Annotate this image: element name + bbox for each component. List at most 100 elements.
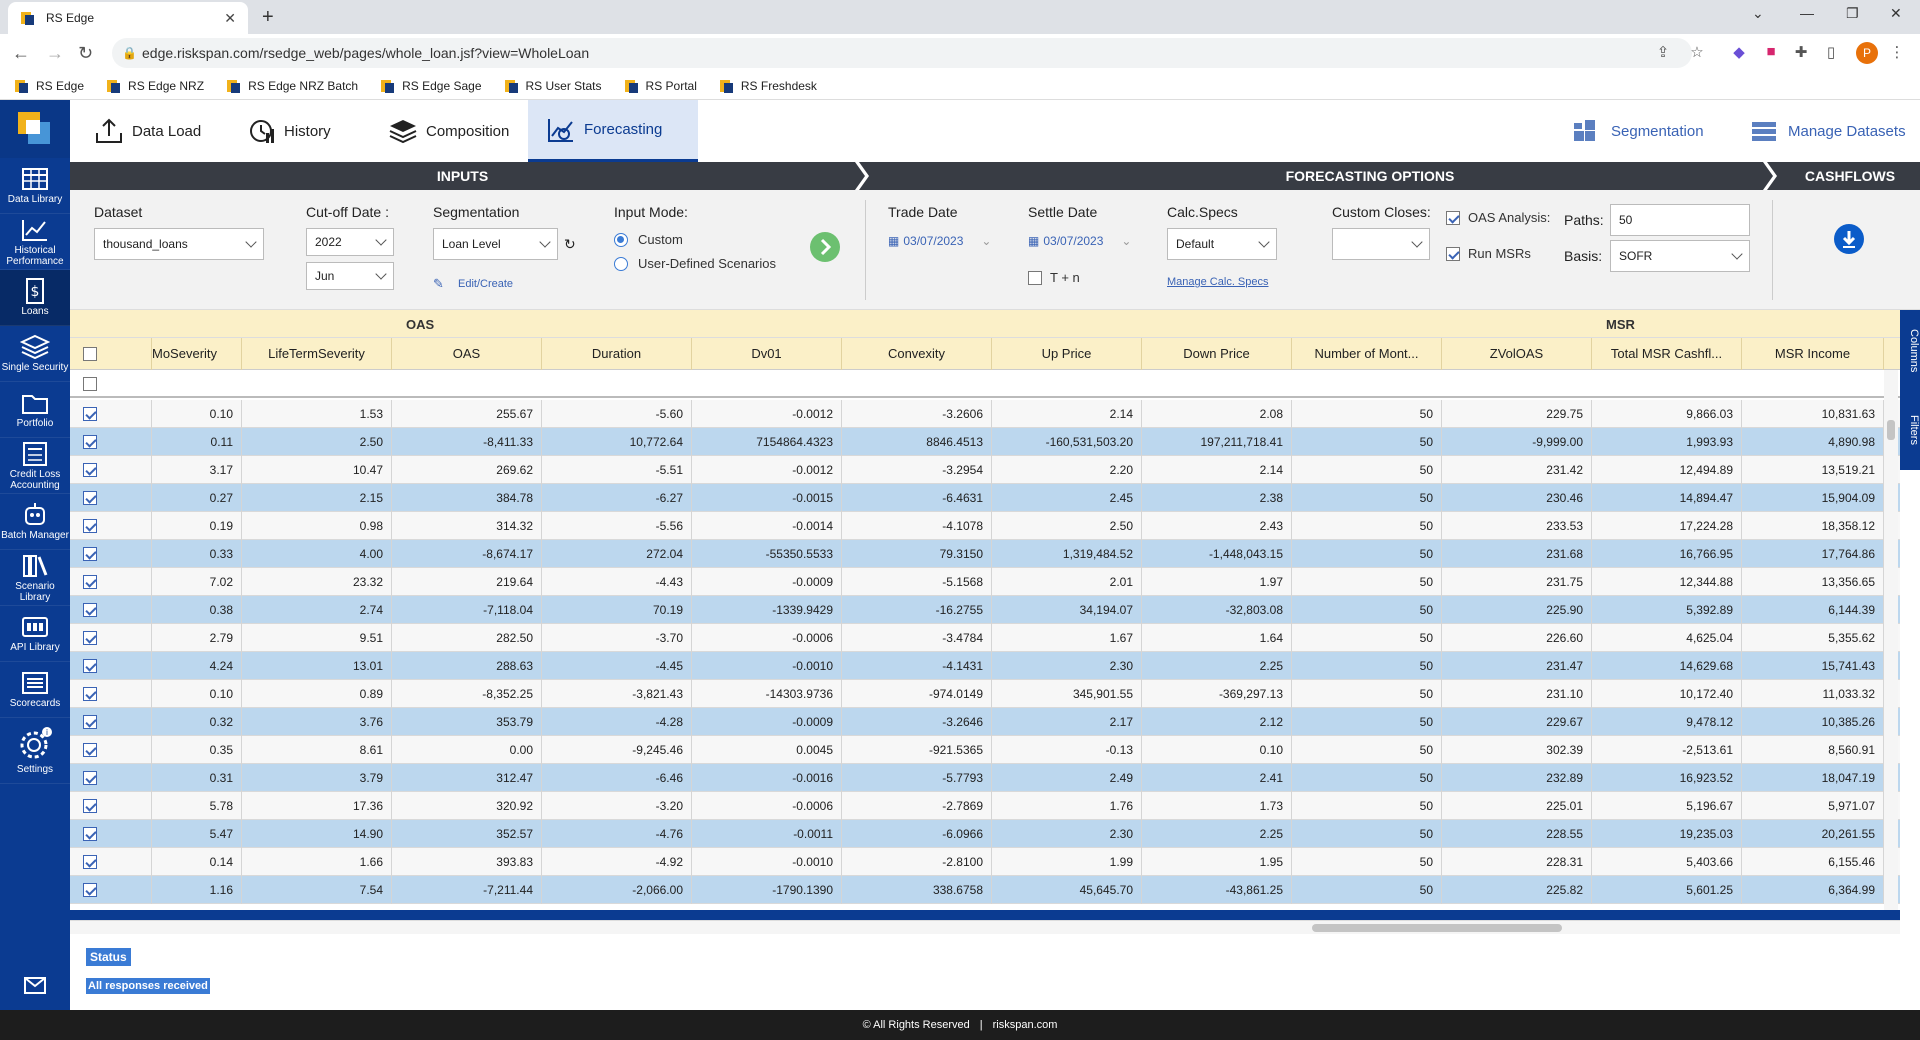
table-cell[interactable]: 10,172.40 xyxy=(1592,680,1742,708)
table-row[interactable]: 1.16 7.54 -7,211.44 -2,066.00 -1790.1390 338.… xyxy=(70,876,1900,904)
row-select-cell[interactable] xyxy=(70,764,152,792)
column-header[interactable]: Up Price xyxy=(992,338,1142,370)
table-cell[interactable]: 50 xyxy=(1292,876,1442,904)
table-cell[interactable]: 50 xyxy=(1292,736,1442,764)
table-cell[interactable]: 0.33 xyxy=(152,540,242,568)
radio-custom[interactable]: Custom xyxy=(614,232,683,247)
table-cell[interactable]: 231.47 xyxy=(1442,652,1592,680)
download-icon[interactable] xyxy=(1834,224,1864,254)
table-cell[interactable]: 272.04 xyxy=(542,540,692,568)
radio-user-defined-scenarios[interactable]: User-Defined Scenarios xyxy=(614,256,776,271)
table-cell[interactable]: 16,923.52 xyxy=(1592,764,1742,792)
tab-forecasting[interactable]: Forecasting xyxy=(528,100,698,162)
row-checkbox[interactable] xyxy=(83,855,97,869)
table-cell[interactable]: 16,766.95 xyxy=(1592,540,1742,568)
sidebar-item-single-security[interactable]: Single Security xyxy=(0,326,70,382)
column-header[interactable]: LifeTermSeverity xyxy=(242,338,392,370)
table-cell[interactable]: -8,674.17 xyxy=(392,540,542,568)
table-cell[interactable]: 225.01 xyxy=(1442,792,1592,820)
table-cell[interactable]: 0.35 xyxy=(152,736,242,764)
table-cell[interactable]: -4.28 xyxy=(542,708,692,736)
sidebar-item-settings[interactable]: i Settings xyxy=(0,718,70,784)
table-cell[interactable]: 6,144.39 xyxy=(1742,596,1884,624)
table-cell[interactable]: -43,861.25 xyxy=(1142,876,1292,904)
table-cell[interactable]: 1.99 xyxy=(992,848,1142,876)
table-cell[interactable]: -5.7793 xyxy=(842,764,992,792)
table-cell[interactable]: 50 xyxy=(1292,428,1442,456)
table-cell[interactable]: 8,560.91 xyxy=(1742,736,1884,764)
table-cell[interactable]: -0.0012 xyxy=(692,400,842,428)
table-cell[interactable]: 0.38 xyxy=(152,596,242,624)
table-cell[interactable]: -0.0011 xyxy=(692,820,842,848)
table-cell[interactable]: 11,033.32 xyxy=(1742,680,1884,708)
table-cell[interactable]: 15,741.43 xyxy=(1742,652,1884,680)
extension-shield-icon[interactable]: ◆ xyxy=(1733,44,1745,61)
table-cell[interactable]: 233.53 xyxy=(1442,512,1592,540)
table-cell[interactable]: 338.6758 xyxy=(842,876,992,904)
table-cell[interactable]: 312.47 xyxy=(392,764,542,792)
table-cell[interactable]: -5.56 xyxy=(542,512,692,540)
sidebar-item-scenario-library[interactable]: Scenario Library xyxy=(0,550,70,606)
table-cell[interactable]: -3.2646 xyxy=(842,708,992,736)
table-cell[interactable]: -0.0012 xyxy=(692,456,842,484)
table-cell[interactable]: 0.19 xyxy=(152,512,242,540)
table-cell[interactable]: 314.32 xyxy=(392,512,542,540)
table-cell[interactable]: -3.4784 xyxy=(842,624,992,652)
cutoff-year-select[interactable]: 2022 xyxy=(306,228,394,256)
table-cell[interactable]: 5,971.07 xyxy=(1742,792,1884,820)
table-cell[interactable]: 0.0045 xyxy=(692,736,842,764)
table-cell[interactable]: 1.53 xyxy=(242,400,392,428)
table-cell[interactable]: 5.47 xyxy=(152,820,242,848)
t-plus-n-checkbox[interactable]: T + n xyxy=(1028,270,1080,285)
table-cell[interactable]: 1.67 xyxy=(992,624,1142,652)
table-cell[interactable]: 2.30 xyxy=(992,820,1142,848)
sidebar-item-data-library[interactable]: Data Library xyxy=(0,158,70,214)
profile-avatar[interactable]: P xyxy=(1856,42,1878,64)
custom-closes-select[interactable] xyxy=(1332,228,1430,260)
table-cell[interactable]: 2.30 xyxy=(992,652,1142,680)
table-cell[interactable]: 228.55 xyxy=(1442,820,1592,848)
table-cell[interactable]: 8.61 xyxy=(242,736,392,764)
table-cell[interactable]: -0.13 xyxy=(992,736,1142,764)
table-cell[interactable]: 1,319,484.52 xyxy=(992,540,1142,568)
table-cell[interactable]: 0.32 xyxy=(152,708,242,736)
table-cell[interactable]: 12,494.89 xyxy=(1592,456,1742,484)
table-cell[interactable]: -9,999.00 xyxy=(1442,428,1592,456)
table-cell[interactable]: 2.45 xyxy=(992,484,1142,512)
table-cell[interactable]: 50 xyxy=(1292,484,1442,512)
table-cell[interactable]: -2.7869 xyxy=(842,792,992,820)
table-cell[interactable]: 14.90 xyxy=(242,820,392,848)
row-select-cell[interactable] xyxy=(70,792,152,820)
table-cell[interactable]: 0.10 xyxy=(152,680,242,708)
table-cell[interactable]: -369,297.13 xyxy=(1142,680,1292,708)
table-cell[interactable]: -0.0010 xyxy=(692,652,842,680)
table-cell[interactable]: 231.75 xyxy=(1442,568,1592,596)
table-cell[interactable]: 13.01 xyxy=(242,652,392,680)
table-cell[interactable]: -921.5365 xyxy=(842,736,992,764)
url-field[interactable]: 🔒 edge.riskspan.com/rsedge_web/pages/who… xyxy=(112,38,1692,68)
table-cell[interactable]: 4,625.04 xyxy=(1592,624,1742,652)
table-cell[interactable]: -0.0016 xyxy=(692,764,842,792)
table-cell[interactable]: 1.95 xyxy=(1142,848,1292,876)
table-cell[interactable]: -14303.9736 xyxy=(692,680,842,708)
row-checkbox[interactable] xyxy=(83,575,97,589)
table-cell[interactable]: 231.68 xyxy=(1442,540,1592,568)
table-cell[interactable]: 0.10 xyxy=(1142,736,1292,764)
table-cell[interactable]: 7.54 xyxy=(242,876,392,904)
refresh-icon[interactable]: ↻ xyxy=(564,236,576,252)
table-cell[interactable]: -5.60 xyxy=(542,400,692,428)
table-cell[interactable]: 10,772.64 xyxy=(542,428,692,456)
table-row[interactable]: 0.19 0.98 314.32 -5.56 -0.0014 -4.1078 2.50 2.4… xyxy=(70,512,1900,540)
table-cell[interactable]: 1.66 xyxy=(242,848,392,876)
table-cell[interactable]: -1339.9429 xyxy=(692,596,842,624)
table-cell[interactable]: 2.43 xyxy=(1142,512,1292,540)
share-icon[interactable]: ⇪ xyxy=(1656,44,1670,61)
table-cell[interactable]: 225.90 xyxy=(1442,596,1592,624)
table-cell[interactable]: -2,513.61 xyxy=(1592,736,1742,764)
column-header[interactable]: ZVolOAS xyxy=(1442,338,1592,370)
bookmark-item[interactable]: RS Edge NRZ xyxy=(106,78,204,94)
row-checkbox[interactable] xyxy=(83,407,97,421)
table-cell[interactable]: 9.51 xyxy=(242,624,392,652)
row-checkbox[interactable] xyxy=(83,827,97,841)
table-cell[interactable]: -0.0009 xyxy=(692,708,842,736)
